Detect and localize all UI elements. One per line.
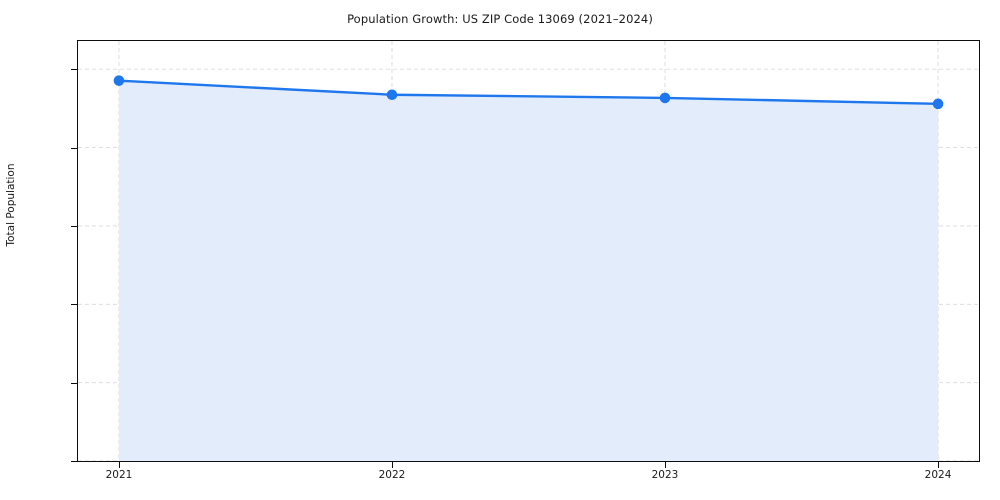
y-tick-mark — [71, 461, 77, 462]
data-point-marker — [659, 92, 671, 104]
y-tick-mark — [71, 382, 77, 384]
x-tick-label: 2022 — [378, 469, 406, 481]
area-fill — [118, 80, 939, 461]
x-tick-mark — [938, 462, 940, 468]
y-tick-mark — [71, 225, 77, 227]
y-tick-mark — [71, 69, 77, 71]
y-tick-mark — [71, 304, 77, 306]
data-point-marker — [386, 89, 398, 101]
x-tick-mark — [118, 462, 120, 468]
chart-title: Population Growth: US ZIP Code 13069 (20… — [347, 12, 653, 26]
data-point-marker — [932, 98, 944, 110]
x-tick-label: 2023 — [651, 469, 679, 481]
y-axis-label: Total Population — [5, 163, 17, 247]
x-tick-mark — [391, 462, 393, 468]
population-line — [117, 79, 940, 106]
population-markers — [113, 75, 944, 110]
x-tick-label: 2021 — [105, 469, 133, 481]
plot-area — [77, 40, 980, 462]
x-tick-mark — [665, 462, 666, 468]
y-tick-mark — [71, 147, 77, 149]
data-point-marker — [113, 75, 125, 86]
plot-svg — [78, 41, 979, 461]
x-tick-label: 2024 — [924, 469, 952, 481]
